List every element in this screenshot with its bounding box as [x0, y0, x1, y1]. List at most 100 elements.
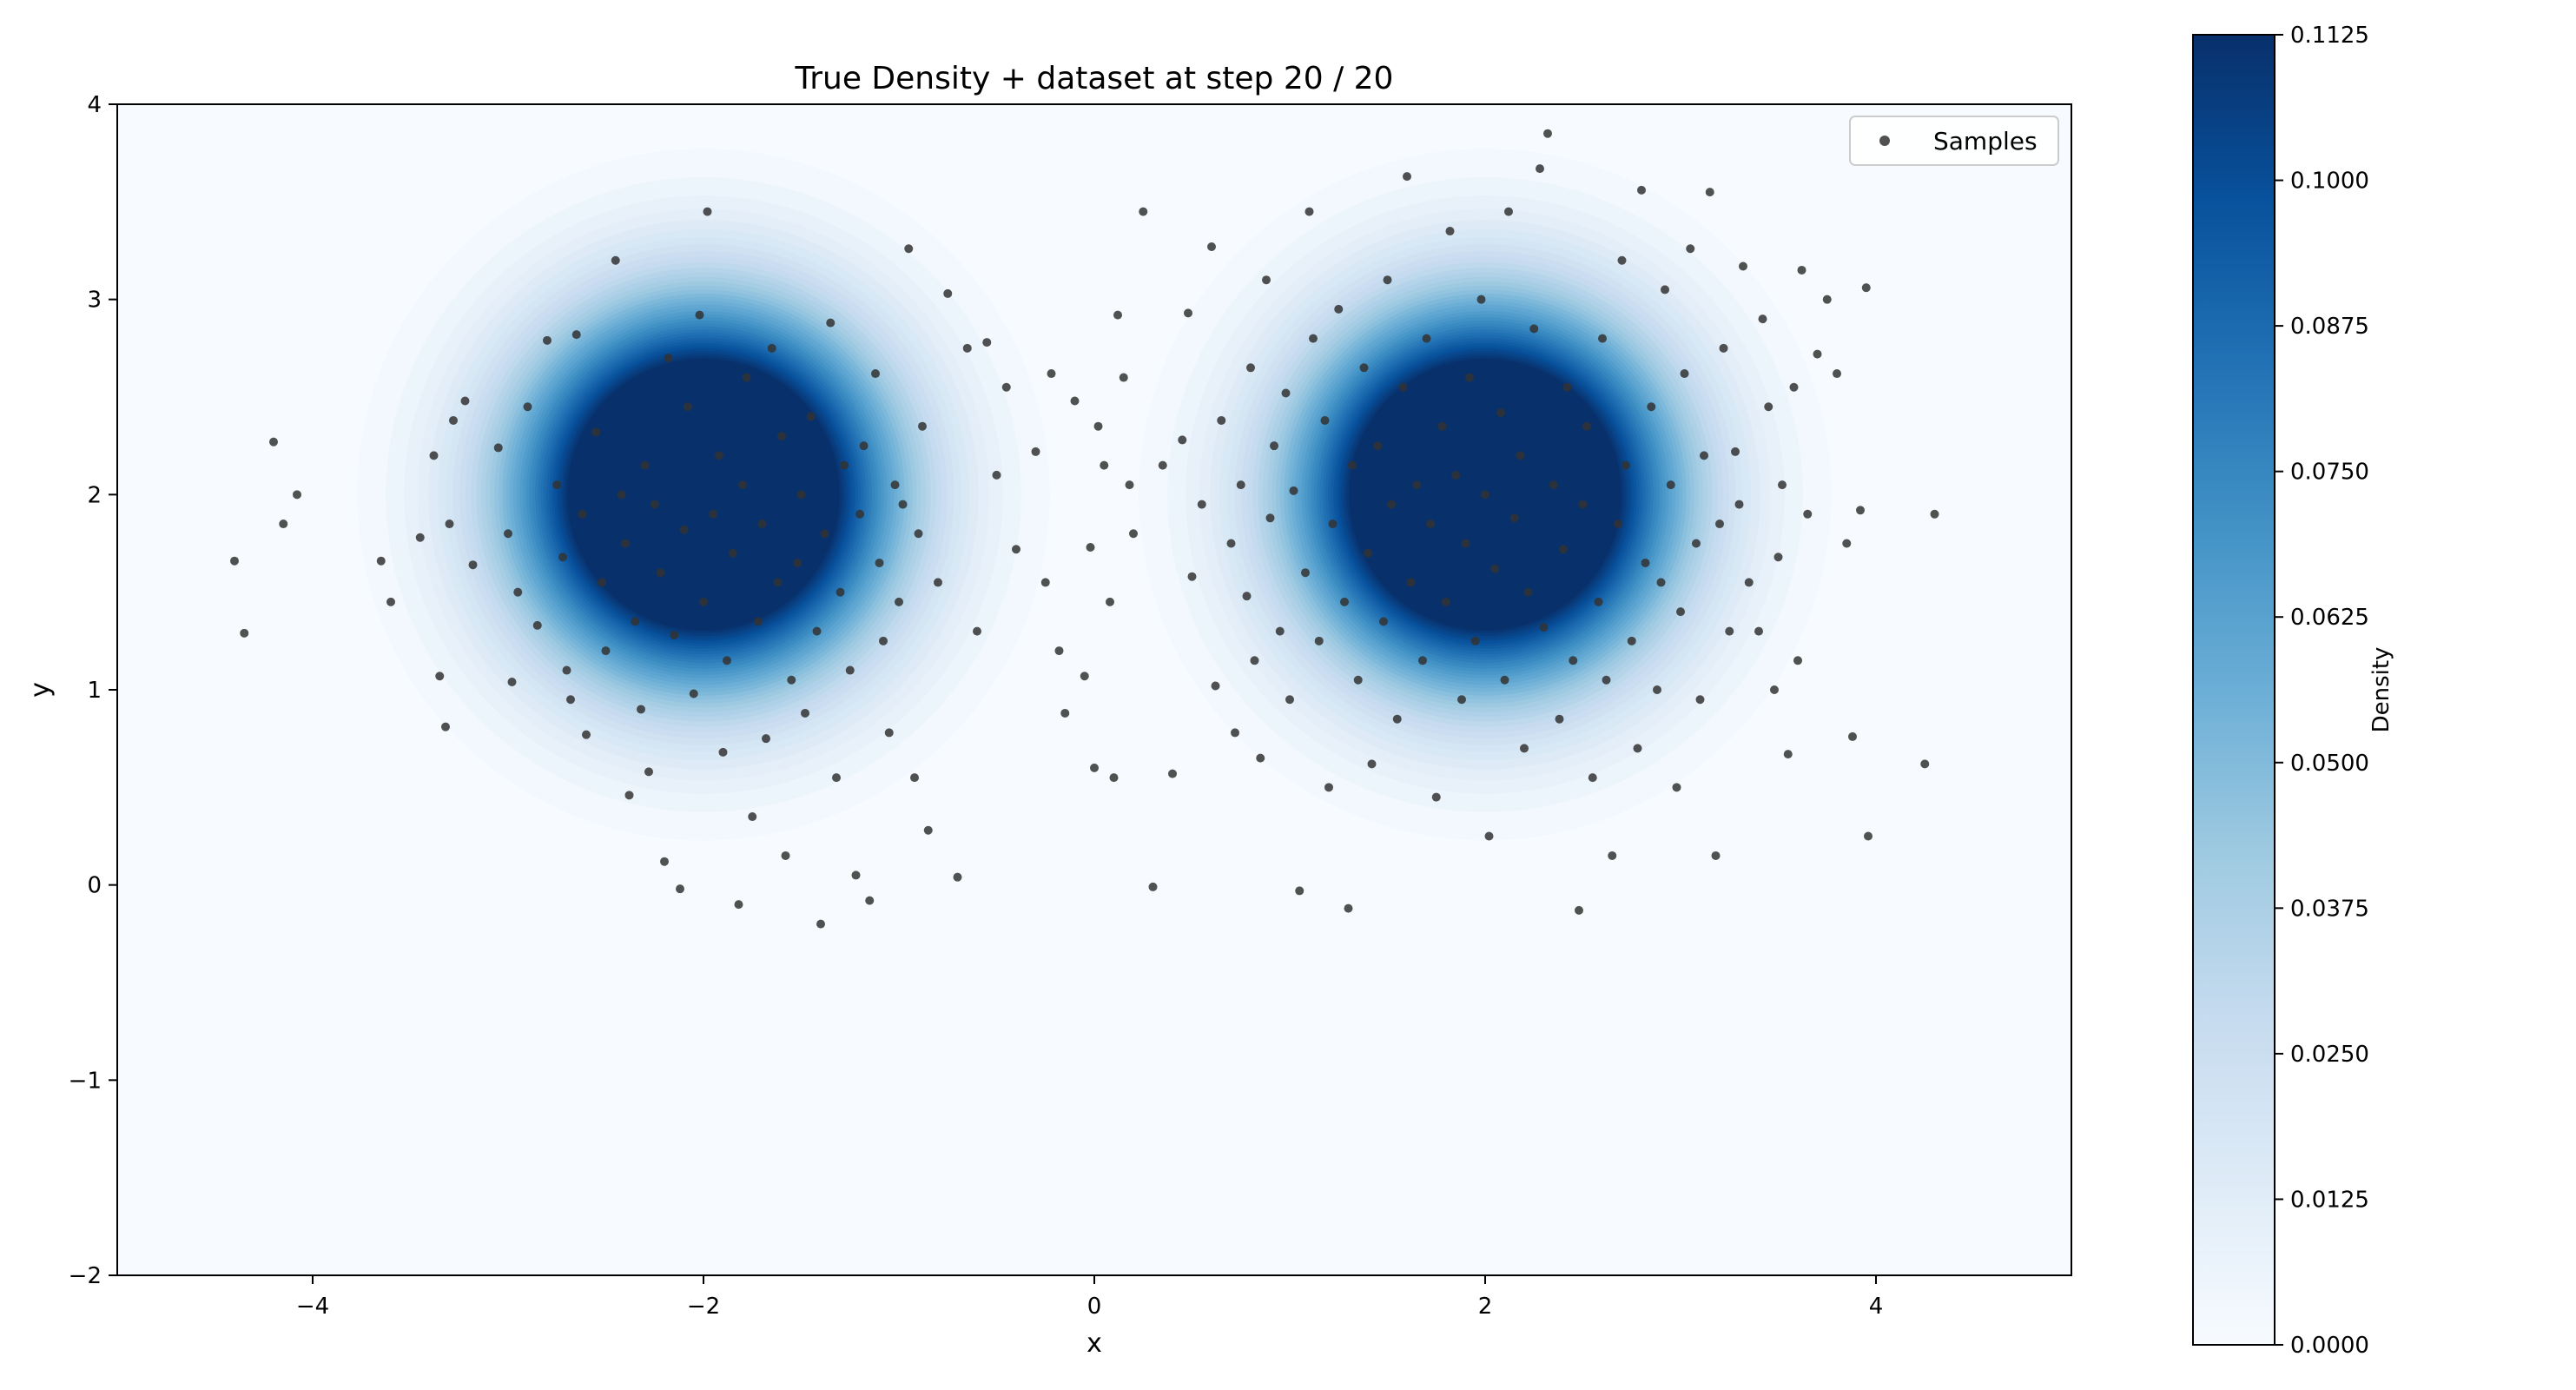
sample-point	[1412, 480, 1422, 490]
sample-point	[670, 631, 679, 640]
sample-point	[1148, 882, 1158, 891]
sample-point	[962, 343, 972, 353]
sample-point	[703, 207, 712, 216]
sample-point	[1617, 255, 1627, 265]
sample-point	[757, 520, 767, 529]
sample-point	[1047, 369, 1056, 379]
sample-point	[523, 402, 532, 412]
sample-point	[1588, 773, 1597, 783]
sample-point	[748, 812, 757, 822]
sample-point	[1627, 636, 1636, 645]
sample-point	[449, 415, 458, 425]
sample-point	[1125, 480, 1134, 490]
x-tick-label: 4	[1869, 1294, 1884, 1320]
sample-point	[1086, 542, 1095, 552]
sample-point	[1705, 188, 1714, 197]
sample-points	[230, 129, 1939, 929]
colorbar-tick-label: 0.1125	[2290, 23, 2369, 49]
sample-point	[582, 730, 591, 739]
sample-point	[781, 851, 790, 860]
sample-point	[914, 529, 923, 539]
sample-point	[1758, 314, 1767, 324]
sample-point	[1431, 792, 1441, 802]
sample-point	[676, 884, 684, 894]
sample-point	[1734, 500, 1744, 509]
sample-point	[918, 421, 927, 431]
sample-point	[1461, 539, 1470, 548]
sample-point	[507, 678, 517, 687]
y-tick-label: 2	[87, 482, 102, 508]
sample-point	[1090, 763, 1099, 772]
sample-point	[884, 728, 894, 738]
sample-point	[982, 338, 992, 348]
sample-point	[1653, 685, 1661, 694]
sample-point	[1496, 407, 1505, 417]
sample-point	[269, 437, 278, 447]
sample-point	[1764, 402, 1773, 412]
sample-point	[1270, 441, 1278, 451]
sample-point	[820, 529, 829, 539]
legend-marker	[1879, 136, 1890, 146]
sample-point	[441, 722, 450, 731]
sample-point	[376, 556, 386, 566]
sample-point	[1070, 396, 1080, 406]
sample-point	[435, 672, 445, 681]
sample-point	[1457, 695, 1466, 705]
sample-point	[415, 533, 425, 542]
sample-point	[904, 244, 914, 254]
sample-point	[1442, 597, 1450, 606]
sample-point	[762, 734, 770, 744]
sample-point	[1614, 520, 1622, 529]
chart-title: True Density + dataset at step 20 / 20	[795, 61, 1394, 96]
legend-entry-samples: Samples	[1933, 127, 2038, 156]
sample-point	[895, 597, 903, 606]
sample-point	[1178, 435, 1187, 445]
sample-point	[468, 560, 478, 570]
sample-point	[1725, 626, 1734, 636]
sample-point	[1451, 470, 1461, 480]
sample-point	[1848, 731, 1857, 741]
sample-point	[1289, 486, 1298, 495]
sample-point	[801, 708, 809, 718]
sample-point	[293, 490, 301, 500]
sample-point	[1520, 744, 1529, 753]
sample-point	[875, 558, 884, 567]
x-tick-label: −2	[687, 1294, 720, 1320]
sample-point	[718, 747, 728, 757]
sample-point	[973, 626, 981, 636]
sample-point	[1481, 490, 1489, 500]
sample-point	[679, 525, 689, 534]
sample-point	[1523, 587, 1533, 597]
sample-point	[859, 441, 869, 451]
sample-point	[1367, 759, 1377, 769]
sample-point	[832, 773, 841, 783]
sample-point	[1387, 500, 1396, 509]
sample-point	[1242, 592, 1252, 601]
sample-point	[1406, 578, 1416, 587]
sample-point	[1113, 310, 1122, 320]
sample-point	[1672, 783, 1681, 792]
sample-point	[1686, 244, 1695, 254]
sample-point	[812, 626, 822, 636]
sample-point	[1803, 509, 1813, 519]
sample-point	[1187, 572, 1197, 581]
sample-point	[644, 767, 653, 777]
sample-point	[460, 396, 470, 406]
density-level-40-c0	[567, 358, 840, 632]
y-tick-label: 1	[87, 678, 102, 704]
sample-point	[1256, 753, 1265, 763]
sample-point	[1320, 415, 1330, 425]
sample-point	[1119, 373, 1128, 382]
x-axis-label: x	[1087, 1328, 1102, 1359]
sample-point	[601, 646, 611, 656]
sample-point	[1842, 539, 1852, 548]
sample-point	[1484, 831, 1494, 841]
sample-point	[1715, 520, 1724, 529]
sample-point	[1348, 460, 1357, 470]
colorbar-tick-label: 0.0000	[2290, 1333, 2369, 1359]
sample-point	[1731, 447, 1740, 456]
colorbar-tick-label: 0.0375	[2290, 896, 2369, 922]
sample-point	[664, 354, 673, 363]
sample-point	[279, 520, 288, 529]
